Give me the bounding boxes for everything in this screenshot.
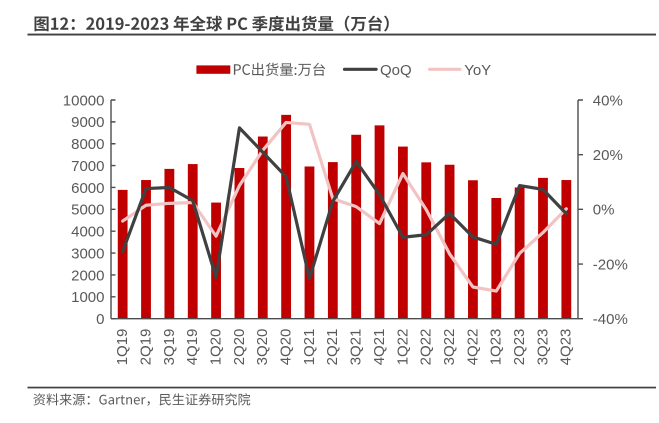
svg-text:-40%: -40% <box>593 311 628 328</box>
svg-text:1Q21: 1Q21 <box>301 329 318 366</box>
svg-text:4Q19: 4Q19 <box>184 329 201 366</box>
svg-text:0: 0 <box>96 311 104 328</box>
svg-text:3Q19: 3Q19 <box>161 329 178 366</box>
svg-text:YoY: YoY <box>464 62 491 79</box>
svg-text:3Q23: 3Q23 <box>534 329 551 366</box>
svg-text:10000: 10000 <box>63 92 105 109</box>
svg-text:2Q23: 2Q23 <box>511 329 528 366</box>
svg-text:4Q21: 4Q21 <box>371 329 388 366</box>
svg-text:QoQ: QoQ <box>380 62 412 79</box>
svg-text:2Q22: 2Q22 <box>418 329 435 366</box>
svg-text:40%: 40% <box>593 92 623 109</box>
svg-text:5000: 5000 <box>71 202 104 219</box>
svg-text:-20%: -20% <box>593 256 628 273</box>
svg-text:7000: 7000 <box>71 158 104 175</box>
svg-text:1Q22: 1Q22 <box>394 329 411 366</box>
svg-text:3Q20: 3Q20 <box>254 329 271 366</box>
svg-text:2Q19: 2Q19 <box>137 329 154 366</box>
svg-text:20%: 20% <box>593 147 623 164</box>
svg-text:4Q22: 4Q22 <box>464 329 481 366</box>
svg-text:4000: 4000 <box>71 224 104 241</box>
svg-text:9000: 9000 <box>71 114 104 131</box>
svg-text:3000: 3000 <box>71 245 104 262</box>
svg-text:2Q21: 2Q21 <box>324 329 341 366</box>
svg-text:4Q23: 4Q23 <box>558 329 575 366</box>
svg-text:0%: 0% <box>593 202 615 219</box>
svg-text:4Q20: 4Q20 <box>278 329 295 366</box>
svg-text:1Q20: 1Q20 <box>207 329 224 366</box>
svg-text:1Q23: 1Q23 <box>488 329 505 366</box>
svg-text:2Q20: 2Q20 <box>231 329 248 366</box>
svg-text:1Q19: 1Q19 <box>114 329 131 366</box>
svg-text:6000: 6000 <box>71 180 104 197</box>
svg-text:3Q21: 3Q21 <box>348 329 365 366</box>
svg-text:2000: 2000 <box>71 267 104 284</box>
svg-text:8000: 8000 <box>71 136 104 153</box>
svg-text:1000: 1000 <box>71 289 104 306</box>
svg-text:3Q22: 3Q22 <box>441 329 458 366</box>
